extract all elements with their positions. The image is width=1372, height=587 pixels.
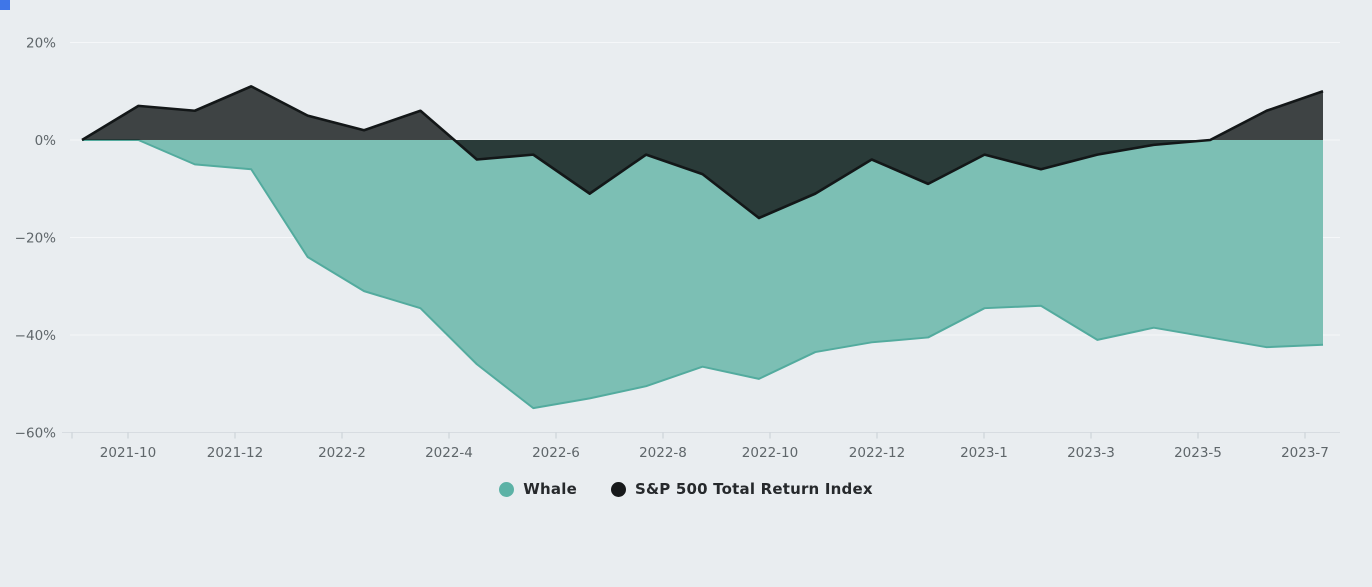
y-tick-label: −60% xyxy=(15,426,56,442)
legend-dot-whale xyxy=(499,481,515,497)
performance-area-chart: 2021-10 2021-12 2022-2 2022-4 2022-6 2022-8 20… xyxy=(15,36,1340,461)
y-tick-label: 0% xyxy=(35,133,57,149)
chart-legend: Whale S&P 500 Total Return Index xyxy=(0,480,1372,498)
sp500-area-series[interactable] xyxy=(82,86,1323,218)
x-tick-label: 2021-12 xyxy=(207,445,263,461)
legend-dot-sp500 xyxy=(610,481,626,497)
x-tick-label: 2022-8 xyxy=(639,445,687,461)
legend-item-whale[interactable]: Whale xyxy=(499,480,577,498)
x-tick-label: 2021-10 xyxy=(100,445,156,461)
x-tick-label: 2022-4 xyxy=(425,445,473,461)
x-tick-label: 2023-7 xyxy=(1281,445,1329,461)
x-tick-label: 2022-12 xyxy=(849,445,905,461)
x-tick-label: 2022-6 xyxy=(532,445,580,461)
y-tick-label: −20% xyxy=(15,231,56,247)
legend-label-whale: Whale xyxy=(523,480,577,498)
y-tick-label: −40% xyxy=(15,328,56,344)
y-tick-label: 20% xyxy=(26,36,56,52)
whale-area-series[interactable] xyxy=(82,140,1323,409)
x-tick-label: 2022-2 xyxy=(318,445,366,461)
legend-item-sp500[interactable]: S&P 500 Total Return Index xyxy=(610,480,873,498)
x-tick-label: 2023-1 xyxy=(960,445,1008,461)
sp500-line xyxy=(81,85,1324,220)
legend-label-sp500: S&P 500 Total Return Index xyxy=(634,480,873,498)
x-tick-label: 2022-10 xyxy=(742,445,798,461)
x-tick-label: 2023-5 xyxy=(1174,445,1222,461)
corner-accent-square xyxy=(0,0,10,10)
x-tick-label: 2023-3 xyxy=(1067,445,1115,461)
whale-line xyxy=(82,139,1324,410)
